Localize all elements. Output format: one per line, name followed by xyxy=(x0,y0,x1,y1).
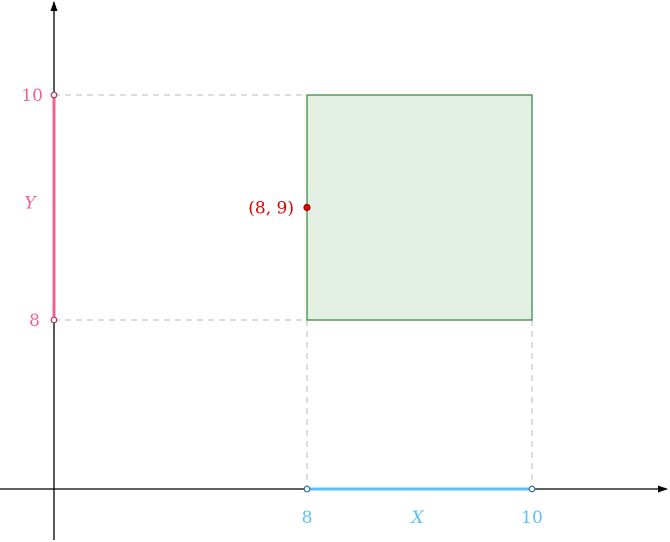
y-interval-bottom-label: 8 xyxy=(29,311,40,331)
y-interval-top-endpoint xyxy=(50,91,58,99)
x-interval-left-endpoint xyxy=(303,485,311,493)
y-interval-name-label: Y xyxy=(24,194,37,214)
y-interval-bottom-endpoint xyxy=(50,316,58,324)
marked-point-label: (8, 9) xyxy=(248,199,294,219)
x-interval-right-endpoint xyxy=(528,485,536,493)
marked-point xyxy=(303,203,311,212)
y-interval-top-label: 10 xyxy=(21,86,43,106)
x-interval-name-label: X xyxy=(409,508,424,528)
x-interval-right-label: 10 xyxy=(521,508,543,528)
product-region xyxy=(306,94,533,321)
x-interval-left-label: 8 xyxy=(302,508,313,528)
